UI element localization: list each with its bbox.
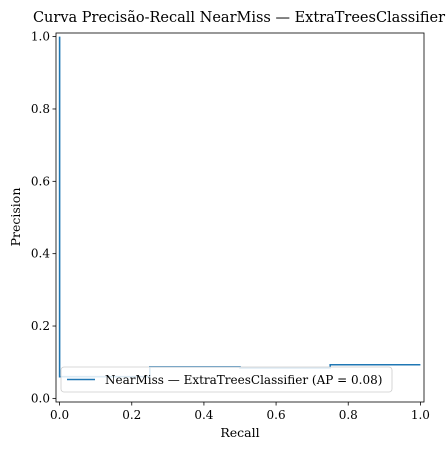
y-tick-label: 0.2 (31, 319, 50, 333)
x-tick-label: 0.4 (194, 408, 213, 422)
x-tick-label: 0.0 (50, 408, 69, 422)
y-tick-label: 0.8 (31, 102, 50, 116)
x-axis-label: Recall (220, 425, 259, 440)
chart-title: Curva Precisão-Recall NearMiss — ExtraTr… (33, 10, 445, 26)
legend: NearMiss — ExtraTreesClassifier (AP = 0.… (60, 366, 393, 393)
legend-box (60, 366, 393, 393)
y-axis-label: Precision (8, 188, 23, 247)
x-tick-label: 0.6 (267, 408, 286, 422)
y-tick-label: 0.4 (31, 247, 50, 261)
plot-frame (55, 32, 425, 403)
plot-area (56, 33, 424, 402)
y-tick-label: 1.0 (31, 30, 50, 44)
x-tick-label: 0.2 (122, 408, 141, 422)
x-tick-label: 0.8 (339, 408, 358, 422)
ticks-layer: 0.0 0.2 0.4 0.6 0.8 1.0 0.0 0.2 0.4 0.6 0.8 1.0 (31, 30, 430, 422)
y-tick-label: 0.6 (31, 174, 50, 188)
legend-entry-label: NearMiss — ExtraTreesClassifier (AP = 0.… (105, 373, 382, 387)
y-tick-label: 0.0 (31, 391, 50, 405)
x-tick-label: 1.0 (411, 408, 430, 422)
